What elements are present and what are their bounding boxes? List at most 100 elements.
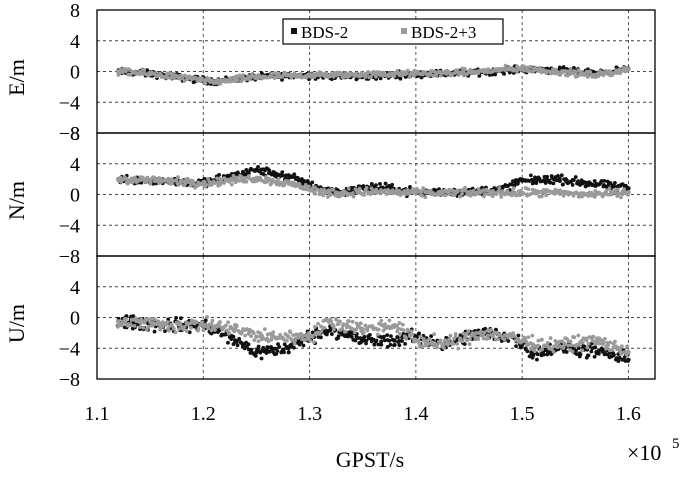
noise-point xyxy=(152,317,157,322)
noise-point xyxy=(625,186,630,190)
noise-point xyxy=(324,332,329,337)
noise-point xyxy=(451,342,456,346)
noise-point xyxy=(390,182,395,187)
noise-point xyxy=(533,349,537,354)
y-tick-label: 4 xyxy=(70,154,80,176)
noise-point xyxy=(256,339,261,344)
noise-point xyxy=(375,332,380,337)
noise-point xyxy=(392,74,397,79)
noise-point xyxy=(237,337,242,341)
noise-point xyxy=(234,324,239,329)
noise-point xyxy=(385,333,390,338)
noise-point xyxy=(282,183,287,187)
noise-point xyxy=(209,182,214,187)
noise-point xyxy=(218,320,222,324)
noise-point xyxy=(264,351,269,355)
noise-point xyxy=(622,187,627,192)
noise-point xyxy=(249,347,254,352)
panels-layer: 8 4 0 −4 −8 E/m 8 4 0 −4 −8 N/m 4 0 −4 −8 U/m 1.1 1.2 1.3 1.… xyxy=(4,0,656,425)
y-tick-label: 4 xyxy=(70,277,80,299)
noise-point xyxy=(462,342,467,347)
noise-point xyxy=(420,344,425,349)
noise-point xyxy=(597,72,602,77)
noise-point xyxy=(215,180,220,185)
noise-point xyxy=(319,335,323,340)
y-tick-label: −4 xyxy=(59,215,80,237)
noise-point xyxy=(379,342,384,347)
noise-point xyxy=(540,337,544,342)
noise-point xyxy=(611,352,616,357)
noise-point xyxy=(319,329,324,334)
noise-point xyxy=(209,328,214,333)
noise-point xyxy=(132,324,137,328)
noise-point xyxy=(291,345,296,350)
noise-point xyxy=(601,340,606,345)
noise-point xyxy=(174,316,178,320)
noise-point xyxy=(363,75,368,79)
noise-point xyxy=(519,67,523,72)
noise-point xyxy=(586,353,591,358)
noise-point xyxy=(589,349,594,354)
noise-point xyxy=(521,191,526,196)
y-tick-label: −4 xyxy=(59,338,80,360)
panel-1: 8 4 0 −4 −8 E/m xyxy=(4,0,656,145)
series-bds23-panel-2 xyxy=(116,173,631,200)
series-bds23-panel-1 xyxy=(116,63,631,87)
noise-point xyxy=(286,350,291,355)
noise-point xyxy=(447,337,452,342)
noise-point xyxy=(230,178,235,183)
noise-point xyxy=(564,350,569,354)
noise-point xyxy=(149,316,154,321)
noise-point xyxy=(431,73,436,78)
noise-point xyxy=(122,321,127,325)
noise-point xyxy=(201,328,206,333)
noise-point xyxy=(511,331,516,336)
noise-point xyxy=(243,333,248,338)
noise-point xyxy=(185,176,190,181)
noise-point xyxy=(490,194,495,199)
noise-point xyxy=(361,330,366,335)
noise-point xyxy=(232,329,237,334)
noise-point xyxy=(421,186,426,191)
noise-point xyxy=(580,340,585,345)
noise-point xyxy=(461,331,466,336)
noise-point xyxy=(296,335,301,340)
noise-point xyxy=(188,321,193,326)
noise-point xyxy=(337,194,342,199)
noise-point xyxy=(252,338,257,343)
noise-point xyxy=(213,328,217,332)
noise-point xyxy=(535,352,540,357)
noise-point xyxy=(404,336,409,341)
noise-point xyxy=(573,175,578,179)
x-tick-label: 1.1 xyxy=(85,403,110,425)
noise-point xyxy=(566,343,571,348)
noise-point xyxy=(350,319,355,324)
noise-point xyxy=(548,180,553,185)
noise-point xyxy=(612,181,617,185)
y-tick-label: 4 xyxy=(70,31,80,53)
noise-point xyxy=(561,346,566,350)
noise-point xyxy=(586,341,591,346)
noise-point xyxy=(138,321,143,325)
noise-point xyxy=(265,179,270,184)
noise-point xyxy=(435,345,439,350)
noise-point xyxy=(202,176,207,181)
noise-point xyxy=(612,184,616,189)
noise-point xyxy=(271,330,276,335)
noise-point xyxy=(261,345,266,350)
noise-point xyxy=(334,318,339,322)
noise-point xyxy=(246,171,251,176)
noise-point xyxy=(184,329,189,333)
noise-point xyxy=(170,323,174,328)
noise-point xyxy=(206,325,211,330)
noise-point xyxy=(269,337,274,342)
data-point xyxy=(116,319,121,324)
noise-point xyxy=(358,326,363,331)
noise-point xyxy=(401,328,406,332)
noise-point xyxy=(292,172,297,177)
noise-point xyxy=(226,331,231,336)
noise-point xyxy=(578,352,583,357)
noise-point xyxy=(357,186,362,191)
noise-point xyxy=(378,182,382,186)
noise-point xyxy=(398,332,402,336)
